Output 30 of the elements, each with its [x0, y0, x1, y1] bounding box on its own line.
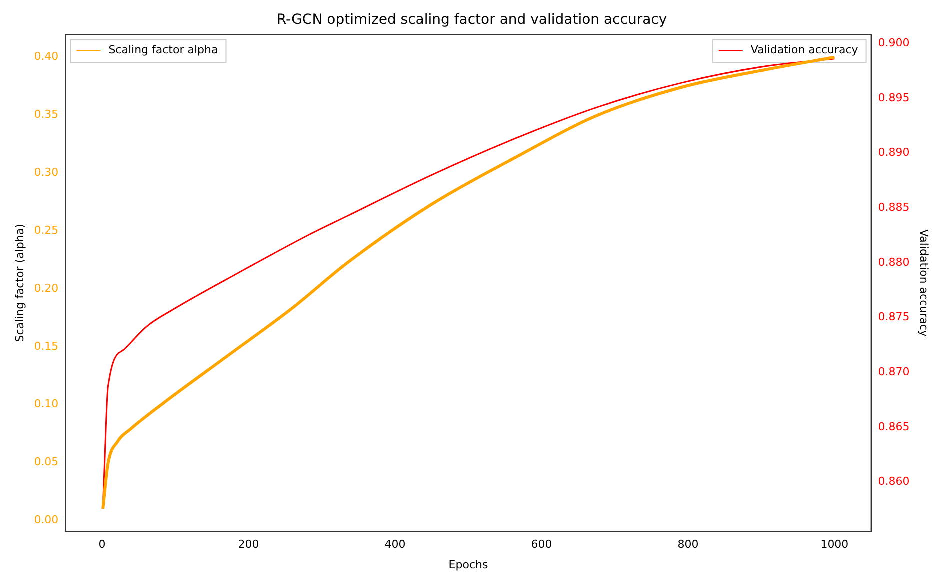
- y2-tick-label: 0.875: [878, 310, 910, 324]
- y2-tick-label: 0.890: [878, 146, 910, 160]
- y-tick-label: 0.15: [34, 340, 59, 353]
- y2-tick-label: 0.860: [878, 475, 910, 488]
- y-tick-label: 0.30: [34, 166, 59, 180]
- x-axis-title: Epochs: [448, 558, 488, 572]
- y-tick-label: 0.00: [34, 513, 59, 526]
- y-axis-title: Scaling factor (alpha): [13, 224, 26, 342]
- chart-title: R-GCN optimized scaling factor and validation accuracy: [276, 12, 668, 28]
- x-tick-label: 1000: [820, 538, 849, 552]
- y2-tick-label: 0.895: [878, 91, 910, 104]
- y-tick-label: 0.05: [34, 456, 59, 469]
- legend-label: Validation accuracy: [750, 44, 859, 57]
- x-tick-label: 600: [531, 538, 552, 552]
- y-tick-label: 0.10: [34, 398, 59, 411]
- y2-tick-label: 0.865: [878, 420, 910, 434]
- x-tick-label: 800: [678, 538, 699, 552]
- y-tick-label: 0.20: [34, 282, 59, 295]
- y-tick-label: 0.25: [34, 224, 59, 237]
- y-tick-label: 0.40: [34, 50, 59, 64]
- x-tick-label: 400: [384, 538, 406, 552]
- x-tick-label: 200: [238, 538, 260, 552]
- y2-tick-label: 0.885: [878, 200, 910, 214]
- y2-tick-label: 0.880: [878, 256, 910, 269]
- y2-tick-label: 0.900: [878, 36, 910, 50]
- y2-axis-title: Validation accuracy: [918, 229, 931, 338]
- y-tick-label: 0.35: [34, 108, 59, 122]
- legend-label: Scaling factor alpha: [108, 44, 218, 57]
- x-tick-label: 0: [98, 538, 106, 552]
- y2-tick-label: 0.870: [878, 365, 910, 378]
